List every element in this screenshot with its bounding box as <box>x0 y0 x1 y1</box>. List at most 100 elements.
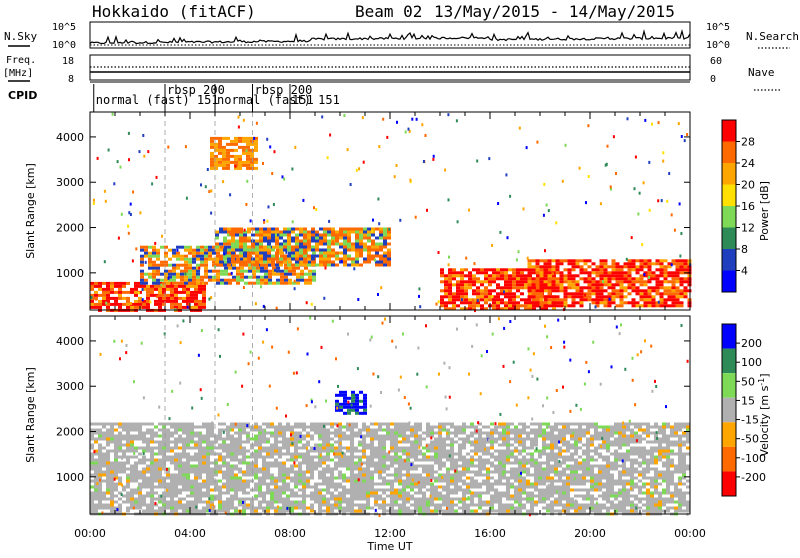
heatmap-cell <box>350 465 354 468</box>
heatmap-cell <box>458 480 462 483</box>
heatmap-cell <box>90 465 94 468</box>
heatmap-cell <box>240 276 244 279</box>
heatmap-cell <box>480 268 484 271</box>
heatmap-cell <box>315 246 319 249</box>
heatmap-cell <box>138 429 142 432</box>
heatmap-cell <box>176 273 180 276</box>
heatmap-cell <box>90 438 94 441</box>
heatmap-cell <box>375 228 379 231</box>
heatmap-cell <box>282 507 286 510</box>
heatmap-cell <box>422 480 426 483</box>
heatmap-cell <box>306 465 310 468</box>
heatmap-cell <box>220 270 224 273</box>
heatmap-cell <box>496 274 500 277</box>
heatmap-cell <box>382 483 386 486</box>
heatmap-cell <box>154 498 158 501</box>
heatmap-cell <box>270 489 274 492</box>
heatmap-cell <box>464 280 468 283</box>
heatmap-cell <box>206 483 210 486</box>
heatmap-cell <box>126 450 130 453</box>
heatmap-cell <box>498 423 502 426</box>
heatmap-cell <box>283 228 287 231</box>
scatter-cell <box>139 211 141 214</box>
heatmap-cell <box>210 441 214 444</box>
heatmap-cell <box>194 444 198 447</box>
heatmap-cell <box>122 471 126 474</box>
nave-tick-top: 60 <box>710 56 722 67</box>
heatmap-cell <box>291 228 295 231</box>
heatmap-cell <box>262 423 266 426</box>
heatmap-cell <box>422 486 426 489</box>
heatmap-cell <box>366 495 370 498</box>
heatmap-cell <box>382 423 386 426</box>
heatmap-cell <box>318 501 322 504</box>
heatmap-cell <box>194 294 198 297</box>
heatmap-cell <box>331 237 335 240</box>
scatter-cell <box>128 232 130 235</box>
heatmap-cell <box>188 270 192 273</box>
heatmap-cell <box>290 492 294 495</box>
heatmap-cell <box>194 501 198 504</box>
heatmap-cell <box>520 283 524 286</box>
heatmap-cell <box>640 262 644 265</box>
heatmap-cell <box>572 280 576 283</box>
scatter-cell <box>231 272 233 275</box>
heatmap-cell <box>684 286 688 289</box>
heatmap-cell <box>672 271 676 274</box>
heatmap-cell <box>363 246 367 249</box>
heatmap-cell <box>186 474 190 477</box>
heatmap-cell <box>134 477 138 480</box>
heatmap-cell <box>110 282 114 285</box>
heatmap-cell <box>150 423 154 426</box>
heatmap-cell <box>98 429 102 432</box>
heatmap-cell <box>496 277 500 280</box>
heatmap-cell <box>494 495 498 498</box>
heatmap-cell <box>188 279 192 282</box>
heatmap-cell <box>390 495 394 498</box>
heatmap-cell <box>150 483 154 486</box>
scatter-cell <box>433 155 435 158</box>
heatmap-cell <box>102 282 106 285</box>
heatmap-cell <box>354 492 358 495</box>
heatmap-cell <box>326 447 330 450</box>
heatmap-cell <box>490 447 494 450</box>
heatmap-cell <box>154 441 158 444</box>
heatmap-cell <box>222 459 226 462</box>
heatmap-cell <box>156 279 160 282</box>
heatmap-cell <box>406 507 410 510</box>
scatter-cell <box>363 161 365 164</box>
heatmap-cell <box>188 252 192 255</box>
heatmap-cell <box>648 259 652 262</box>
heatmap-cell <box>302 495 306 498</box>
heatmap-cell <box>454 429 458 432</box>
scatter-cell <box>377 293 379 296</box>
heatmap-cell <box>319 261 323 264</box>
heatmap-cell <box>402 495 406 498</box>
heatmap-cell <box>295 264 299 267</box>
heatmap-cell <box>126 498 130 501</box>
heatmap-cell <box>226 474 230 477</box>
heatmap-cell <box>370 456 374 459</box>
heatmap-cell <box>652 277 656 280</box>
heatmap-cell <box>498 450 502 453</box>
heatmap-cell <box>568 292 572 295</box>
heatmap-cell <box>190 426 194 429</box>
heatmap-cell <box>290 504 294 507</box>
heatmap-cell <box>494 456 498 459</box>
scatter-cell <box>323 297 325 300</box>
heatmap-cell <box>330 444 334 447</box>
heatmap-cell <box>251 240 255 243</box>
heatmap-cell <box>210 158 214 161</box>
heatmap-cell <box>134 438 138 441</box>
heatmap-cell <box>154 288 158 291</box>
heatmap-cell <box>170 441 174 444</box>
heatmap-cell <box>636 289 640 292</box>
heatmap-cell <box>370 462 374 465</box>
heatmap-cell <box>138 435 142 438</box>
heatmap-cell <box>144 252 148 255</box>
heatmap-cell <box>584 271 588 274</box>
heatmap-cell <box>470 462 474 465</box>
heatmap-cell <box>182 426 186 429</box>
heatmap-cell <box>318 504 322 507</box>
heatmap-cell <box>114 444 118 447</box>
